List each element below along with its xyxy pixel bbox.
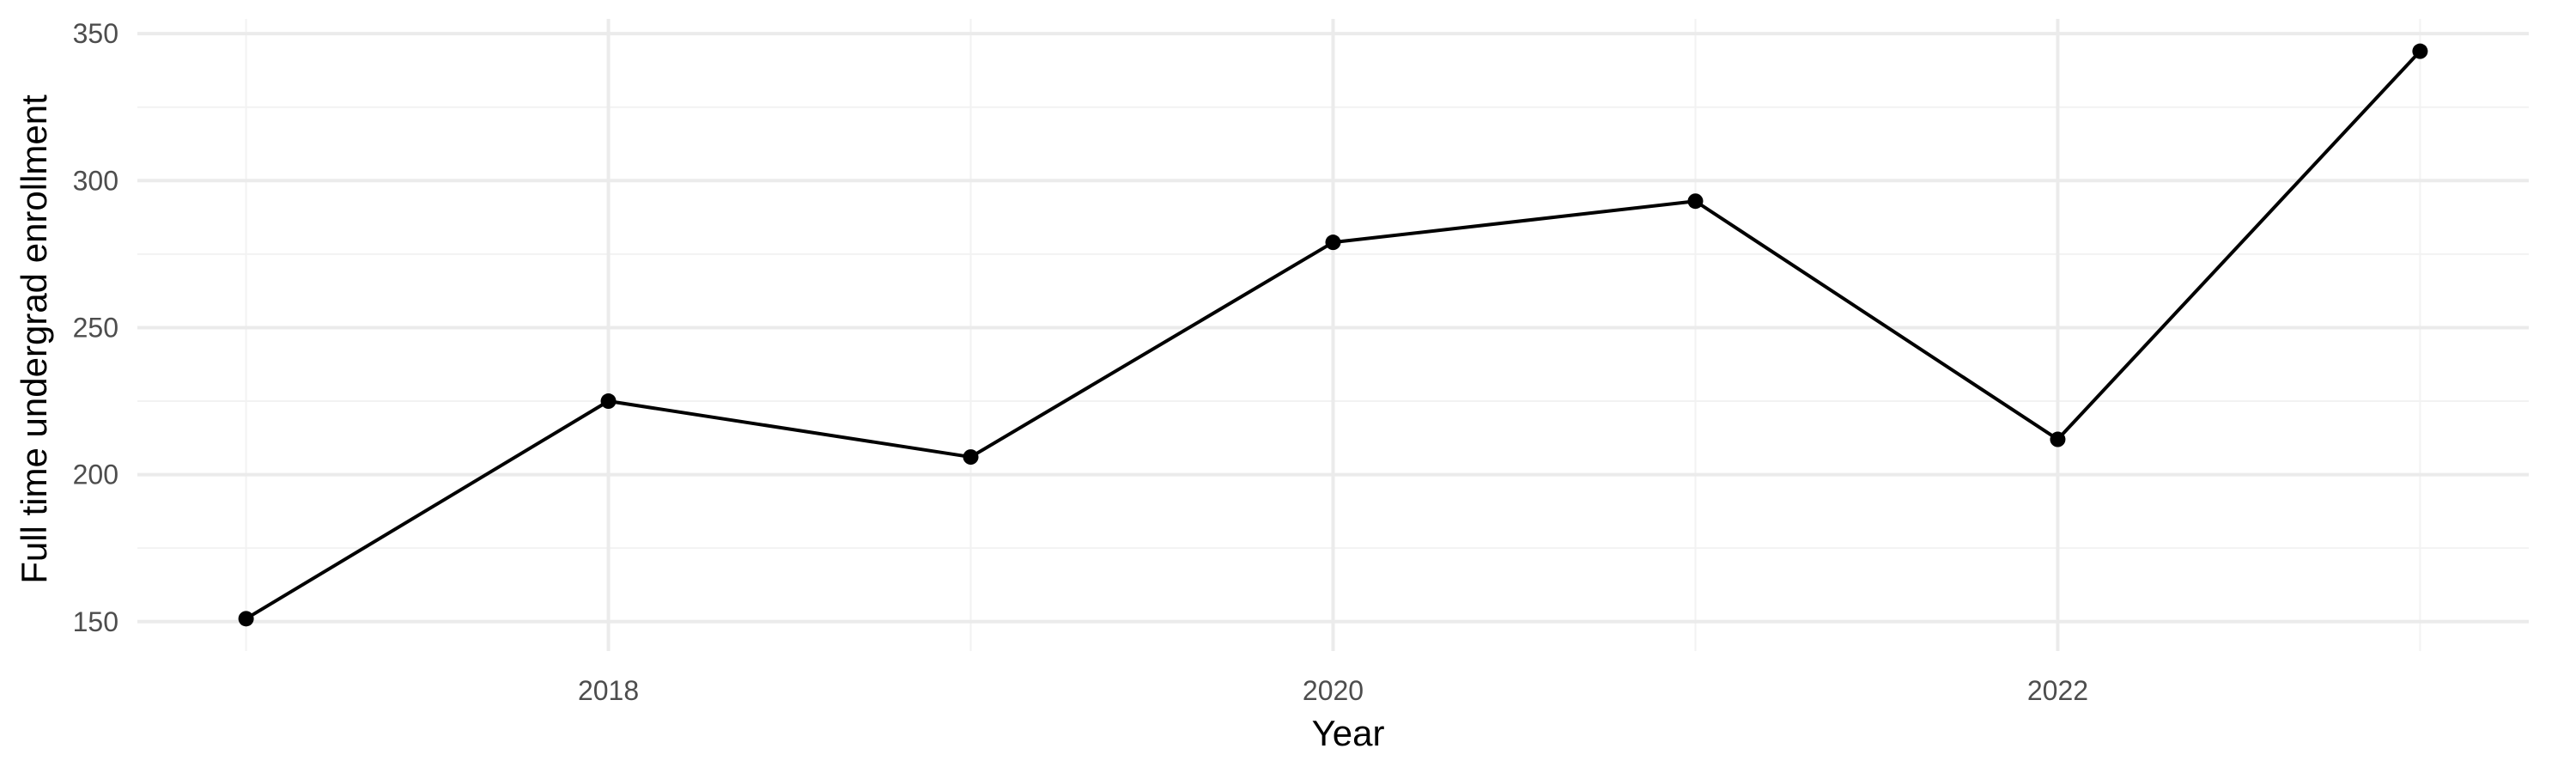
y-tick-label: 250 — [73, 312, 118, 343]
y-tick-label: 300 — [73, 165, 118, 196]
data-point — [2050, 431, 2066, 447]
data-point — [963, 449, 979, 466]
data-point — [600, 393, 617, 410]
x-axis-title: Year — [1312, 713, 1385, 753]
x-tick-label: 2020 — [1303, 675, 1364, 706]
data-series — [238, 43, 2428, 627]
data-point — [2412, 43, 2428, 59]
grid-lines — [137, 19, 2529, 651]
x-tick-label: 2018 — [578, 675, 639, 706]
y-tick-label: 150 — [73, 606, 118, 637]
y-tick-label: 200 — [73, 460, 118, 490]
x-tick-label: 2022 — [2027, 675, 2088, 706]
y-axis-title: Full time undergrad enrollment — [14, 94, 54, 584]
y-tick-label: 350 — [73, 18, 118, 49]
tick-labels: 150 200 250 300 350 2018 2020 2022 — [73, 18, 2088, 706]
data-point — [1325, 234, 1341, 251]
data-point — [1687, 193, 1704, 210]
data-point — [238, 611, 254, 627]
